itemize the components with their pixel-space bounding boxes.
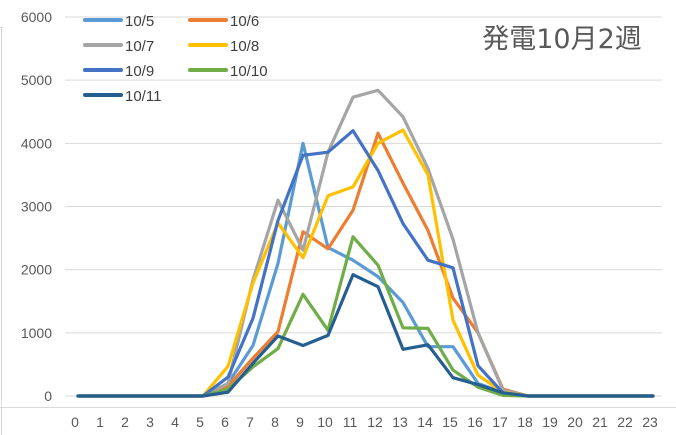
- series-line-10-6[interactable]: [76, 131, 655, 398]
- legend-item-10-10[interactable]: 10/10: [188, 63, 268, 80]
- x-tick-label: 13: [392, 414, 408, 430]
- x-axis-tick-labels: 0 1 2 3 4 5 6 7 8 9 10 11 12 13 14 15 16 17 18 19 20 21 22 23: [71, 414, 658, 430]
- legend-label: 10/8: [230, 38, 259, 55]
- series-line-10-7[interactable]: [76, 88, 655, 398]
- x-tick-label: 14: [417, 414, 433, 430]
- x-tick-label: 9: [296, 414, 304, 430]
- x-tick-label: 22: [617, 414, 633, 430]
- y-tick-label: 5000: [21, 72, 52, 88]
- legend-label: 10/10: [230, 63, 268, 80]
- legend-label: 10/5: [125, 13, 154, 30]
- y-gridlines: [65, 16, 662, 397]
- y-tick-label: 6000: [21, 9, 52, 25]
- x-tick-label: 6: [221, 414, 229, 430]
- x-tick-label: 21: [592, 414, 608, 430]
- y-tick-label: 3000: [21, 199, 52, 215]
- legend-item-10-11[interactable]: 10/11: [83, 88, 161, 105]
- x-tick-label: 8: [271, 414, 279, 430]
- legend-label: 10/11: [125, 88, 161, 105]
- y-tick-label: 4000: [21, 135, 52, 151]
- legend-label: 10/6: [230, 13, 259, 30]
- legend-item-10-9[interactable]: 10/9: [83, 63, 154, 80]
- x-tick-label: 10: [317, 414, 333, 430]
- legend-label: 10/7: [125, 38, 154, 55]
- x-tick-label: 0: [71, 414, 79, 430]
- y-tick-label: 1000: [21, 325, 52, 341]
- sheet-cell-border-bottom: [0, 407, 676, 408]
- x-tick-label: 18: [517, 414, 533, 430]
- legend-item-10-6[interactable]: 10/6: [188, 13, 259, 30]
- legend-item-10-5[interactable]: 10/5: [83, 13, 154, 30]
- sheet-cell-border-left: [1, 28, 2, 435]
- x-tick-label: 15: [442, 414, 458, 430]
- x-tick-label: 12: [367, 414, 383, 430]
- x-tick-label: 17: [492, 414, 508, 430]
- x-tick-label: 23: [642, 414, 658, 430]
- legend-label: 10/9: [125, 63, 154, 80]
- series-line-10-11[interactable]: [76, 273, 655, 398]
- series-line-10-10[interactable]: [76, 235, 655, 398]
- x-tick-label: 11: [343, 414, 358, 430]
- x-tick-label: 3: [146, 414, 154, 430]
- legend-item-10-7[interactable]: 10/7: [83, 38, 154, 55]
- legend[interactable]: 10/5 10/6 10/7 10/8 10/9 10/10 10/11: [83, 13, 268, 105]
- x-tick-label: 7: [246, 414, 254, 430]
- sheet-cell-border-top: [0, 27, 3, 28]
- y-tick-label: 0: [44, 388, 52, 404]
- x-tick-label: 2: [121, 414, 129, 430]
- chart-title: 発電10月2週: [482, 24, 642, 55]
- legend-item-10-8[interactable]: 10/8: [188, 38, 259, 55]
- series-lines: [76, 88, 655, 398]
- y-axis-tick-labels: 0 1000 2000 3000 4000 5000 6000: [21, 9, 52, 404]
- x-tick-label: 1: [96, 414, 104, 430]
- x-tick-label: 19: [542, 414, 558, 430]
- x-tick-label: 16: [467, 414, 483, 430]
- x-tick-label: 4: [171, 414, 179, 430]
- x-tick-label: 5: [196, 414, 204, 430]
- x-tick-label: 20: [567, 414, 583, 430]
- y-tick-label: 2000: [21, 262, 52, 278]
